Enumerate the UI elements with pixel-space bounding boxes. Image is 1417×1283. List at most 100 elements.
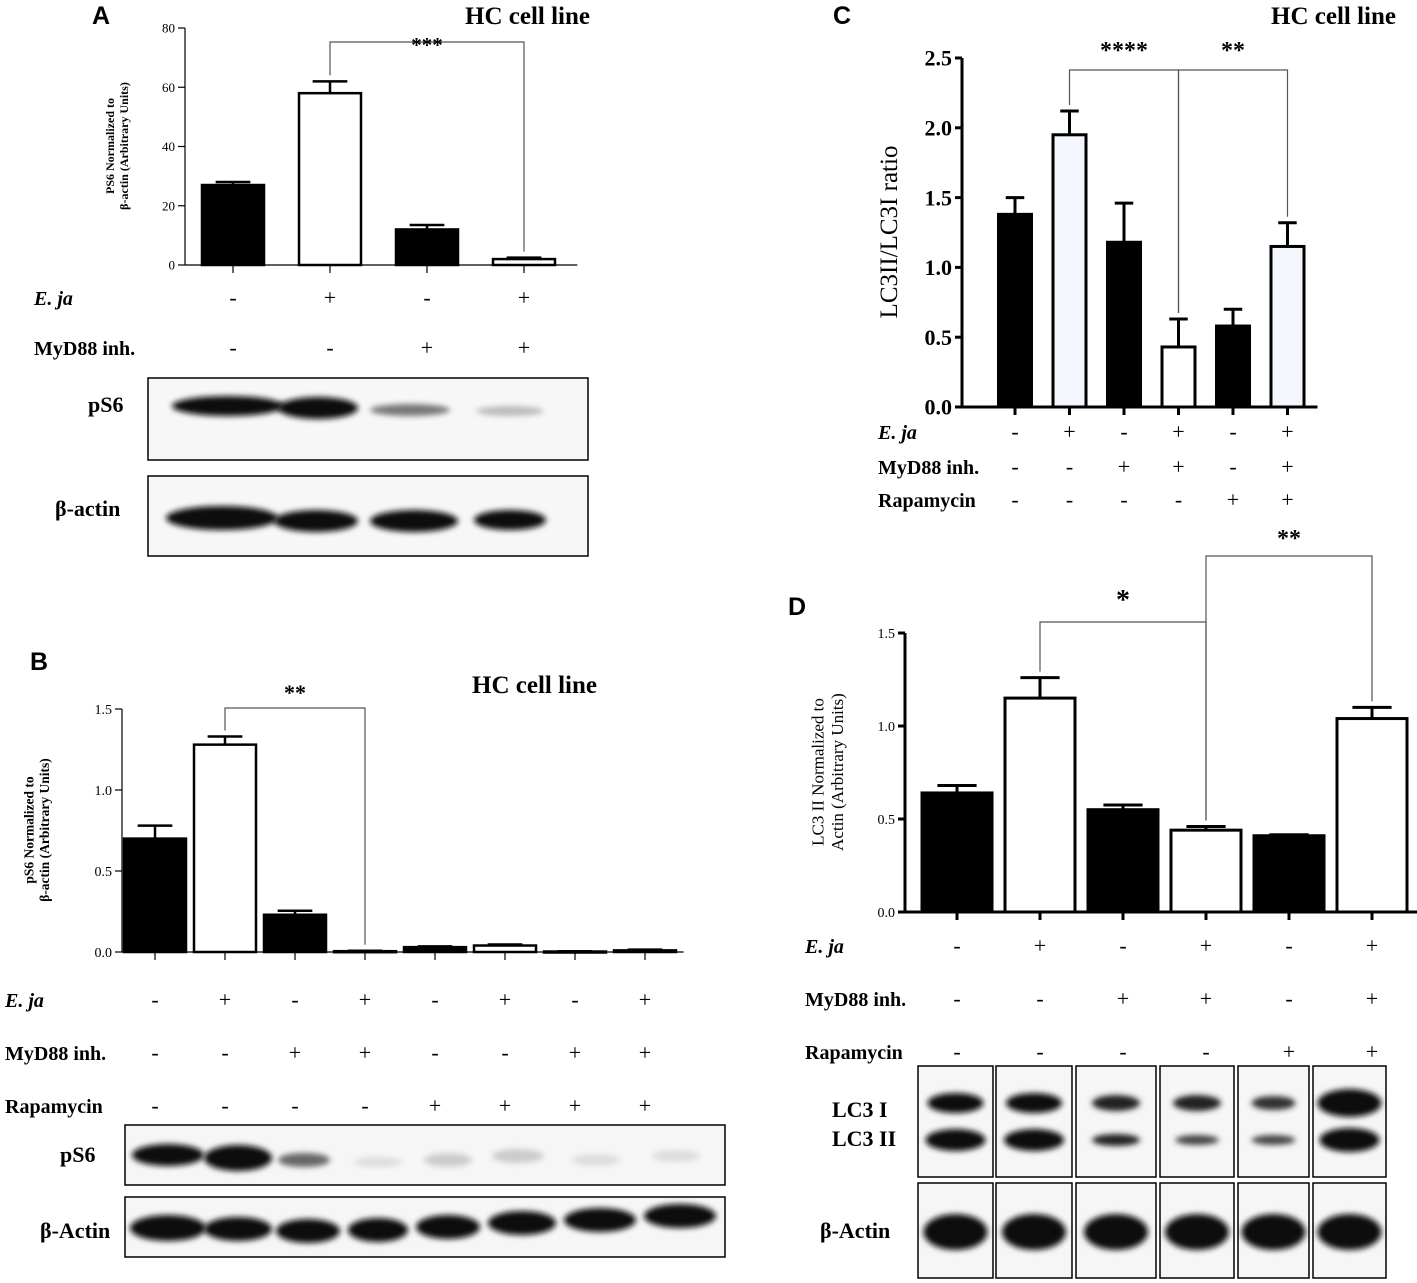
- panel-a-bar: [297, 91, 363, 267]
- blot-band: [474, 510, 546, 530]
- panel-d-bar: [1335, 717, 1409, 914]
- panel-b-condition-rapamycin-sign: -: [361, 1093, 368, 1118]
- panel-c-y-tick-label: 0.0: [925, 395, 953, 420]
- panel-d-condition-rapamycin-sign: -: [1036, 1039, 1043, 1064]
- panel-c-condition-rapamycin-sign: +: [1281, 487, 1293, 512]
- panel-b-condition-myd88-sign: +: [569, 1040, 581, 1065]
- panel-c-condition-eja-sign: +: [1281, 419, 1293, 444]
- panel-d-blot-label-actin: β-Actin: [820, 1218, 890, 1243]
- panel-a-title: HC cell line: [465, 3, 590, 30]
- panel-b-bar: [332, 949, 398, 954]
- panel-a-condition-myd88-sign: +: [421, 335, 433, 360]
- blot-band: [572, 1154, 620, 1166]
- panel-b-row-label-rapamycin: Rapamycin: [5, 1096, 103, 1118]
- panel-c-row-label-eja: E. ja: [877, 422, 917, 444]
- panel-c-y-axis-label: LC3II/LC3I ratio: [876, 146, 903, 319]
- blot-band: [1165, 1214, 1229, 1250]
- panel-b-condition-eja-sign: -: [291, 987, 298, 1012]
- blot-band: [1084, 1214, 1148, 1250]
- panel-c-y-tick-label: 2.0: [925, 116, 953, 141]
- blot-band: [278, 1153, 330, 1167]
- panel-b-y-tick-label: 1.5: [95, 703, 113, 718]
- panel-d-condition-myd88-sign: +: [1117, 986, 1129, 1011]
- panel-b-condition-rapamycin-sign: -: [221, 1093, 228, 1118]
- panel-a-significance-bracket: [329, 41, 525, 252]
- blot-band: [1092, 1134, 1140, 1146]
- panel-c-y-tick-label: 1.0: [925, 255, 953, 280]
- panel-c-condition-myd88-sign: -: [1066, 454, 1073, 479]
- panel-c-y-tick-label: 1.5: [925, 185, 953, 210]
- blot-band: [1002, 1214, 1066, 1250]
- panel-b-condition-rapamycin-sign: +: [429, 1093, 441, 1118]
- panel-a-condition-eja-sign: +: [324, 285, 336, 310]
- panel-d-condition-rapamycin-sign: +: [1283, 1039, 1295, 1064]
- panel-a-blot-ps6-frame: [147, 377, 589, 461]
- panel-d-blot-lane-frame: [917, 1065, 994, 1178]
- panel-b-blot-label-actin: β-Actin: [40, 1218, 110, 1243]
- panel-b-condition-eja-sign: -: [151, 987, 158, 1012]
- blot-band: [1241, 1214, 1306, 1250]
- chart-panel-b: 0.0 0.5 1.0 1.5 pS6 Normalized toβ-actin (Ar…: [4, 680, 684, 1118]
- blot-band: [1251, 1135, 1296, 1145]
- panel-b-y-tick-label: 0.0: [95, 946, 113, 961]
- panel-b-condition-eja-sign: +: [499, 987, 511, 1012]
- panel-b-condition-myd88-sign: -: [151, 1040, 158, 1065]
- blot-band: [172, 396, 284, 416]
- panel-c-condition-rapamycin-sign: +: [1227, 487, 1239, 512]
- panel-b-title: HC cell line: [472, 672, 597, 699]
- panel-d-bar: [1169, 828, 1243, 914]
- panel-d-blot-lane-frame: [1237, 1065, 1310, 1178]
- blot-band: [1175, 1135, 1219, 1145]
- blot-band: [644, 1204, 716, 1228]
- panel-c-condition-eja-sign: -: [1011, 419, 1018, 444]
- panel-c-letter: C: [833, 2, 851, 30]
- panel-c-condition-rapamycin-sign: -: [1175, 487, 1182, 512]
- panel-c-condition-rapamycin-sign: -: [1120, 487, 1127, 512]
- panel-a-western-blot: pS6 β-actin: [55, 377, 589, 557]
- blot-band: [652, 1150, 700, 1162]
- panel-d-condition-eja-sign: +: [1034, 933, 1046, 958]
- panel-d-condition-eja-sign: -: [1285, 933, 1292, 958]
- panel-b-bar: [262, 913, 328, 954]
- panel-b-condition-myd88-sign: -: [501, 1040, 508, 1065]
- panel-b-condition-eja-sign: +: [219, 987, 231, 1012]
- blot-band: [564, 1208, 636, 1232]
- panel-d-row-label-myd88: MyD88 inh.: [805, 989, 906, 1011]
- panel-a-row-label-myd88: MyD88 inh.: [34, 338, 135, 360]
- panel-b-condition-rapamycin-sign: +: [639, 1093, 651, 1118]
- panel-c-condition-myd88-sign: +: [1281, 454, 1293, 479]
- panel-b-condition-eja-sign: -: [431, 987, 438, 1012]
- panel-b-condition-myd88-sign: -: [221, 1040, 228, 1065]
- panel-c-bar: [1106, 240, 1142, 409]
- blot-band: [1317, 1089, 1382, 1117]
- panel-a-bar: [200, 183, 266, 267]
- blot-band: [204, 1217, 272, 1241]
- panel-d-blot-lane-frame: [1312, 1065, 1387, 1178]
- panel-a-blot-label-ps6: pS6: [88, 392, 123, 417]
- panel-b-condition-eja-sign: +: [639, 987, 651, 1012]
- panel-d-row-label-rapamycin: Rapamycin: [805, 1042, 903, 1064]
- panel-d-condition-eja-sign: -: [953, 933, 960, 958]
- panel-d-y-tick-label: 1.0: [878, 720, 896, 735]
- blot-band: [274, 510, 358, 532]
- panel-a-condition-myd88-sign: -: [229, 335, 236, 360]
- panel-a-bar: [491, 257, 557, 267]
- panel-d-condition-rapamycin-sign: -: [1202, 1039, 1209, 1064]
- panel-d-condition-eja-sign: +: [1200, 933, 1212, 958]
- blot-band: [1004, 1129, 1064, 1151]
- panel-c-significance-label: **: [1221, 38, 1245, 64]
- panel-b-condition-myd88-sign: -: [431, 1040, 438, 1065]
- chart-panel-d: 0.0 0.5 1.0 1.5 LC3 II Normalized toActin (A…: [804, 526, 1417, 1064]
- blot-band: [132, 1144, 204, 1166]
- panel-d-condition-rapamycin-sign: -: [953, 1039, 960, 1064]
- blot-band: [424, 1153, 472, 1167]
- blot-band: [348, 1218, 408, 1242]
- panel-d-y-axis-label: LC3 II Normalized toActin (Arbitrary Uni…: [809, 693, 848, 851]
- panel-c-condition-eja-sign: -: [1120, 419, 1127, 444]
- panel-b-row-label-eja: E. ja: [4, 990, 44, 1012]
- panel-a-y-tick-label: 20: [162, 198, 175, 213]
- panel-d-condition-myd88-sign: -: [1036, 986, 1043, 1011]
- panel-b-y-tick-label: 1.0: [95, 784, 113, 799]
- panel-d-condition-myd88-sign: -: [1285, 986, 1292, 1011]
